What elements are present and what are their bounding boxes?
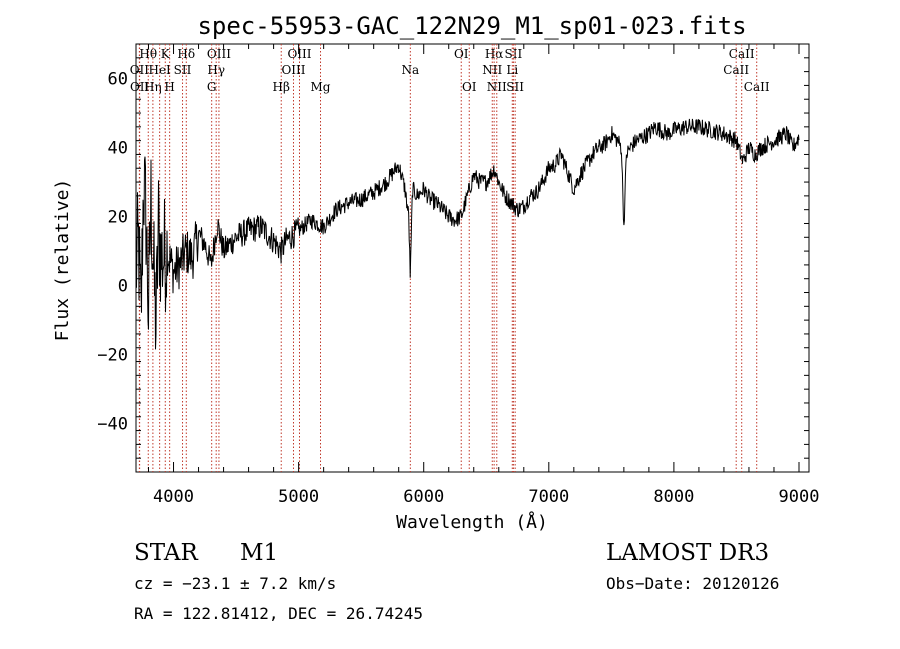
- x-axis-label: Wavelength (Å): [396, 511, 548, 533]
- spectral-line-label-0: Hθ: [139, 47, 157, 61]
- object-subclass: M1: [240, 540, 279, 566]
- y-tick-label: −40: [97, 415, 128, 435]
- axis-ticks: 4000 5000 6000 7000 8000 9000 −40 −20 0 20 40 60: [97, 43, 820, 507]
- spectral-line-label-14: Hβ: [273, 80, 290, 94]
- spectral-line-label-12: OIII: [287, 47, 311, 61]
- observation-date: Obs−Date: 20120126: [606, 574, 780, 593]
- x-tick-label: 7000: [528, 487, 569, 507]
- spectral-line-label-3: Hη: [144, 80, 162, 94]
- spectral-line-label-7: Hδ: [177, 47, 195, 61]
- spectral-line-label-24: SII: [506, 80, 524, 94]
- spectral-line-label-21: NII: [482, 63, 502, 77]
- x-tick-label: 8000: [653, 487, 694, 507]
- spectrum-series-line: [135, 118, 800, 350]
- spectral-line-label-8: SII: [174, 63, 192, 77]
- y-axis-label: Flux (relative): [52, 179, 73, 342]
- y-tick-label: 0: [118, 277, 128, 297]
- spectral-line-label-22: Li: [506, 63, 518, 77]
- y-tick-label: 60: [108, 70, 128, 90]
- y-tick-label: 20: [108, 208, 128, 228]
- chart-title: spec-55953-GAC_122N29_M1_sp01-023.fits: [197, 12, 746, 40]
- survey-name: LAMOST DR3: [606, 540, 770, 566]
- spectral-line-label-11: G: [207, 80, 217, 94]
- spectral-line-label-13: OIII: [281, 63, 305, 77]
- x-tick-label: 5000: [278, 487, 319, 507]
- spectral-line-label-5: HeI: [148, 63, 171, 77]
- spectral-line-label-23: NII: [487, 80, 507, 94]
- y-tick-label: −20: [97, 346, 128, 366]
- sky-coordinates: RA = 122.81412, DEC = 26.74245: [134, 604, 423, 623]
- spectral-line-label-9: OIII: [207, 47, 231, 61]
- spectral-line-label-27: CaII: [744, 80, 770, 94]
- spectral-line-label-18: OI: [462, 80, 477, 94]
- spectral-line-label-10: Hγ: [207, 63, 225, 77]
- x-tick-label: 6000: [403, 487, 444, 507]
- spectral-line-label-6: H: [164, 80, 174, 94]
- spectral-line-label-15: Mg: [311, 80, 331, 94]
- object-type: STAR: [134, 540, 198, 566]
- spectral-line-label-20: SII: [505, 47, 523, 61]
- plot-frame: [135, 43, 810, 473]
- spectral-line-label-16: Na: [402, 63, 420, 77]
- spectral-line-label-17: OI: [454, 47, 469, 61]
- y-tick-label: 40: [108, 139, 128, 159]
- x-tick-label: 4000: [153, 487, 194, 507]
- x-tick-label: 9000: [779, 487, 820, 507]
- spectral-line-label-2: OII: [130, 80, 150, 94]
- spectral-line-label-26: CaII: [723, 63, 749, 77]
- redshift-cz: cz = −23.1 ± 7.2 km/s: [134, 574, 337, 593]
- spectral-line-label-4: K: [161, 47, 171, 61]
- spectral-line-label-19: Hα: [485, 47, 504, 61]
- spectral-line-label-25: CaII: [729, 47, 755, 61]
